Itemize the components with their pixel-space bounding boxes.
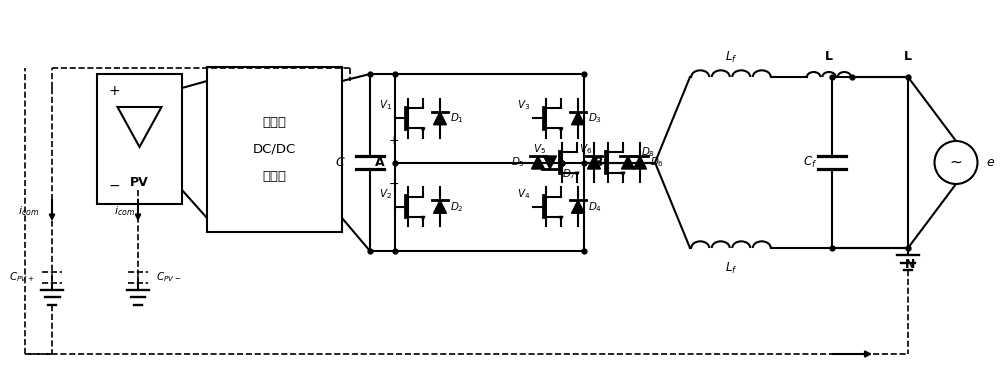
Text: $V_3$: $V_3$ (517, 99, 530, 112)
Polygon shape (434, 112, 447, 125)
Text: −: − (108, 179, 120, 193)
Text: $e$: $e$ (986, 156, 996, 169)
Text: A: A (375, 156, 385, 169)
Text: $D_1$: $D_1$ (450, 111, 464, 125)
Text: $V_2$: $V_2$ (379, 187, 392, 201)
Polygon shape (622, 156, 635, 169)
Polygon shape (634, 156, 647, 169)
Text: $D_3$: $D_3$ (588, 111, 602, 125)
Polygon shape (572, 112, 585, 125)
Text: $V_4$: $V_4$ (517, 187, 530, 201)
Text: $V_6$: $V_6$ (579, 143, 592, 157)
Text: $L_f$: $L_f$ (725, 49, 737, 64)
Text: DC/DC: DC/DC (253, 143, 296, 156)
Text: $\mathbf{L}$: $\mathbf{L}$ (824, 50, 834, 64)
Text: $D_5$: $D_5$ (511, 156, 525, 169)
Text: $i_{com}$: $i_{com}$ (114, 204, 135, 218)
Polygon shape (434, 200, 447, 213)
Text: +: + (108, 84, 120, 98)
Text: ~: ~ (950, 155, 962, 170)
Text: 变换器: 变换器 (262, 170, 287, 183)
Text: $L_f$: $L_f$ (725, 260, 737, 276)
Text: PV: PV (130, 175, 149, 188)
Text: 非隔离: 非隔离 (262, 116, 287, 129)
Text: $D_2$: $D_2$ (450, 200, 464, 214)
Polygon shape (544, 156, 556, 169)
Text: $D_7$: $D_7$ (562, 168, 576, 182)
Text: N: N (905, 258, 915, 271)
Text: $D_8$: $D_8$ (641, 146, 655, 160)
Text: B: B (594, 156, 604, 169)
Text: $C_{PV+}$: $C_{PV+}$ (9, 270, 34, 284)
Text: $D_6$: $D_6$ (650, 156, 664, 169)
Bar (97, 74, 182, 204)
Text: L: L (904, 50, 912, 64)
Text: $V_1$: $V_1$ (379, 99, 392, 112)
Text: −: − (389, 178, 399, 191)
Polygon shape (588, 156, 601, 169)
Polygon shape (572, 200, 585, 213)
Text: $C_{PV-}$: $C_{PV-}$ (156, 270, 181, 284)
Text: $C_f$: $C_f$ (803, 155, 817, 170)
Text: $i_{com}$: $i_{com}$ (18, 204, 39, 218)
Polygon shape (532, 156, 544, 169)
Text: $V_5$: $V_5$ (533, 143, 546, 157)
Text: $C$: $C$ (335, 156, 345, 169)
Bar (207, 67, 342, 232)
Text: $D_4$: $D_4$ (588, 200, 602, 214)
Text: +: + (389, 134, 399, 147)
